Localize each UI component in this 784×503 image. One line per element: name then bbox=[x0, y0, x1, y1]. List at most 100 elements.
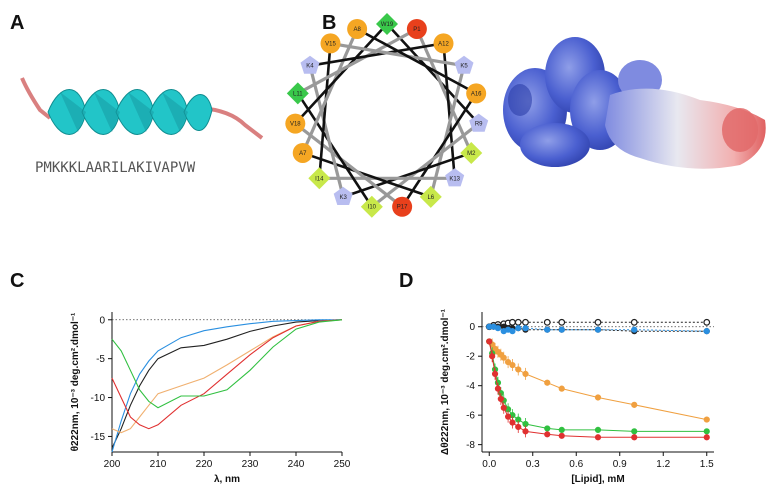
peptide-sequence: PMKKKLAARILAKIVAPVW bbox=[35, 160, 196, 176]
data-point bbox=[630, 318, 638, 326]
data-point bbox=[509, 318, 516, 326]
data-point bbox=[631, 401, 638, 408]
wheel-residue-label: W19 bbox=[381, 22, 394, 28]
data-point bbox=[631, 434, 638, 441]
x-axis-label: [Lipid], mM bbox=[571, 474, 624, 485]
data-point bbox=[594, 326, 602, 333]
x-tick-label: 230 bbox=[242, 459, 259, 470]
wheel-connection bbox=[370, 122, 480, 209]
wheel-connection bbox=[330, 41, 465, 68]
data-point bbox=[497, 395, 504, 403]
y-tick-label: -2 bbox=[466, 352, 475, 363]
wheel-residue-label: I10 bbox=[368, 205, 377, 211]
wheel-residue-label: A16 bbox=[471, 91, 482, 97]
data-point bbox=[594, 318, 602, 326]
wheel-residue-marker bbox=[285, 113, 306, 134]
x-tick-label: 0.0 bbox=[482, 459, 496, 470]
wheel-residue-label: L11 bbox=[293, 91, 303, 97]
wheel-connection bbox=[442, 43, 456, 179]
wheel-residue-label: K5 bbox=[460, 64, 468, 70]
data-point bbox=[522, 428, 529, 435]
data-point bbox=[703, 318, 711, 326]
wheel-connection bbox=[401, 92, 478, 208]
wheel-residue-marker bbox=[419, 185, 442, 208]
data-point bbox=[494, 325, 502, 332]
y-axis-label: Δθ222nm, 10⁻³ deg.cm².dmol⁻¹ bbox=[440, 308, 451, 455]
wheel-connection bbox=[296, 92, 373, 208]
x-tick-label: 0.9 bbox=[613, 459, 627, 470]
data-point bbox=[558, 318, 566, 326]
data-point bbox=[522, 370, 529, 377]
x-tick-label: 220 bbox=[196, 459, 213, 470]
data-point bbox=[509, 419, 516, 426]
wheel-residue-marker bbox=[392, 196, 413, 217]
data-point bbox=[500, 404, 507, 411]
wheel-residue-marker bbox=[286, 82, 309, 105]
data-point bbox=[505, 413, 512, 420]
cd-spectrum-chart: 200 210 220 230 240 250 0 -5 -10 -15 λ, nm θ222nm, … bbox=[70, 312, 351, 485]
wheel-connection bbox=[342, 151, 472, 199]
x-tick-label: 1.2 bbox=[656, 459, 670, 470]
x-tick-label: 210 bbox=[150, 459, 167, 470]
helix-cartoon bbox=[20, 77, 264, 140]
wheel-residue-label: M2 bbox=[467, 151, 476, 157]
wheel-connection bbox=[302, 151, 432, 199]
x-axis-label: λ, nm bbox=[214, 474, 240, 485]
x-tick-label: 250 bbox=[334, 459, 351, 470]
wheel-connection bbox=[386, 23, 480, 125]
lipid-titration-chart: 0.0 0.3 0.6 0.9 1.2 1.5 0 -2 -4 -6 -8 [Lipid], mM Δθ… bbox=[440, 308, 714, 485]
data-point bbox=[515, 366, 522, 373]
data-point bbox=[558, 432, 565, 439]
data-point bbox=[505, 359, 512, 366]
data-point bbox=[703, 416, 710, 423]
data-point bbox=[522, 318, 529, 326]
panel-label-c: C bbox=[10, 270, 25, 292]
wheel-residue-marker bbox=[376, 13, 398, 35]
wheel-residue-marker bbox=[466, 83, 487, 104]
wheel-residue-label: P17 bbox=[397, 205, 408, 211]
wheel-connection bbox=[429, 65, 466, 198]
y-tick-label: -5 bbox=[96, 354, 105, 365]
wheel-residue-marker bbox=[460, 141, 483, 164]
data-point bbox=[491, 370, 499, 377]
x-tick-label: 1.5 bbox=[700, 459, 714, 470]
wheel-residue-label: A7 bbox=[299, 151, 307, 157]
cd-series-line bbox=[111, 319, 343, 434]
wheel-residue-marker bbox=[292, 142, 313, 163]
electrostatic-surface bbox=[503, 37, 766, 169]
wheel-residue-label: K13 bbox=[449, 176, 460, 182]
wheel-residue-label: A8 bbox=[353, 27, 361, 33]
cd-series-line bbox=[111, 319, 343, 409]
helical-wheel: W19 P1 A12 K5 A16 R9 M2 K13 L6 P17 I10 K3 I14 A7 V18 L1… bbox=[285, 13, 489, 218]
y-tick-label: -10 bbox=[91, 393, 106, 404]
wheel-connection bbox=[294, 122, 404, 209]
wheel-residue-label: K3 bbox=[340, 195, 348, 201]
y-tick-label: 0 bbox=[469, 322, 475, 333]
fit-line bbox=[488, 341, 707, 432]
fit-line bbox=[488, 341, 707, 421]
data-point bbox=[594, 426, 602, 433]
wheel-residue-label: K4 bbox=[306, 64, 314, 70]
wheel-residue-marker bbox=[308, 167, 331, 190]
data-point bbox=[558, 426, 565, 433]
data-point bbox=[558, 385, 565, 392]
data-point bbox=[594, 394, 602, 401]
data-point bbox=[500, 354, 507, 361]
y-tick-label: -6 bbox=[466, 411, 475, 422]
panel-label-b: B bbox=[322, 12, 337, 34]
wheel-connection bbox=[318, 43, 332, 179]
data-point bbox=[544, 379, 551, 386]
data-point bbox=[522, 325, 529, 332]
data-point bbox=[703, 428, 710, 435]
wheel-residue-marker bbox=[469, 113, 489, 132]
wheel-residue-label: V18 bbox=[290, 122, 301, 128]
wheel-residue-marker bbox=[300, 55, 320, 74]
x-tick-label: 0.6 bbox=[569, 459, 583, 470]
cd-series-line bbox=[111, 319, 343, 430]
wheel-residue-label: P1 bbox=[413, 27, 421, 33]
data-point bbox=[514, 318, 522, 326]
wheel-residue-marker bbox=[360, 195, 383, 218]
y-tick-label: -15 bbox=[91, 432, 106, 443]
y-axis-label: θ222nm, 10⁻³ deg.cm².dmol⁻¹ bbox=[70, 312, 81, 451]
